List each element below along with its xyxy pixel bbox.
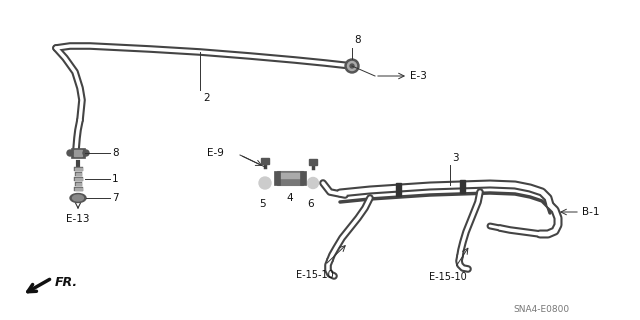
Text: SNA4-E0800: SNA4-E0800 bbox=[514, 305, 570, 314]
Bar bbox=[74, 187, 83, 191]
Bar bbox=[76, 183, 81, 185]
Circle shape bbox=[350, 64, 354, 68]
Ellipse shape bbox=[70, 194, 86, 203]
Text: 8: 8 bbox=[112, 148, 118, 158]
Bar bbox=[277, 171, 303, 185]
Circle shape bbox=[83, 150, 89, 156]
Text: 8: 8 bbox=[354, 35, 360, 45]
Bar bbox=[74, 177, 83, 181]
Text: 6: 6 bbox=[308, 199, 314, 209]
Text: 4: 4 bbox=[287, 193, 293, 203]
Text: 3: 3 bbox=[452, 153, 459, 163]
Text: FR.: FR. bbox=[55, 276, 78, 290]
Text: E-3: E-3 bbox=[410, 71, 427, 81]
Text: E-15-10: E-15-10 bbox=[429, 272, 467, 282]
Bar bbox=[74, 188, 81, 190]
Bar bbox=[278, 173, 302, 178]
Text: E-13: E-13 bbox=[67, 214, 90, 224]
Bar bbox=[76, 173, 81, 175]
Text: B-1: B-1 bbox=[582, 207, 600, 217]
Text: 5: 5 bbox=[260, 199, 266, 209]
Bar bbox=[74, 168, 81, 170]
Bar bbox=[261, 158, 269, 164]
Bar bbox=[74, 178, 81, 180]
Bar bbox=[74, 182, 81, 186]
Text: E-9: E-9 bbox=[207, 148, 224, 158]
Circle shape bbox=[348, 61, 356, 70]
Bar bbox=[74, 167, 83, 171]
Text: E-15-10: E-15-10 bbox=[296, 270, 334, 280]
Bar bbox=[309, 159, 317, 165]
Bar bbox=[274, 171, 280, 185]
Bar bbox=[460, 180, 465, 193]
Bar bbox=[74, 150, 82, 156]
Text: 2: 2 bbox=[203, 93, 210, 103]
Circle shape bbox=[259, 177, 271, 189]
Bar bbox=[396, 183, 401, 196]
Bar bbox=[74, 172, 81, 176]
Ellipse shape bbox=[72, 195, 83, 201]
Circle shape bbox=[67, 150, 73, 156]
Circle shape bbox=[307, 178, 319, 188]
Circle shape bbox=[345, 59, 359, 73]
Text: 7: 7 bbox=[112, 193, 118, 203]
Text: 1: 1 bbox=[112, 174, 118, 184]
Bar bbox=[71, 148, 85, 158]
Bar bbox=[300, 171, 306, 185]
